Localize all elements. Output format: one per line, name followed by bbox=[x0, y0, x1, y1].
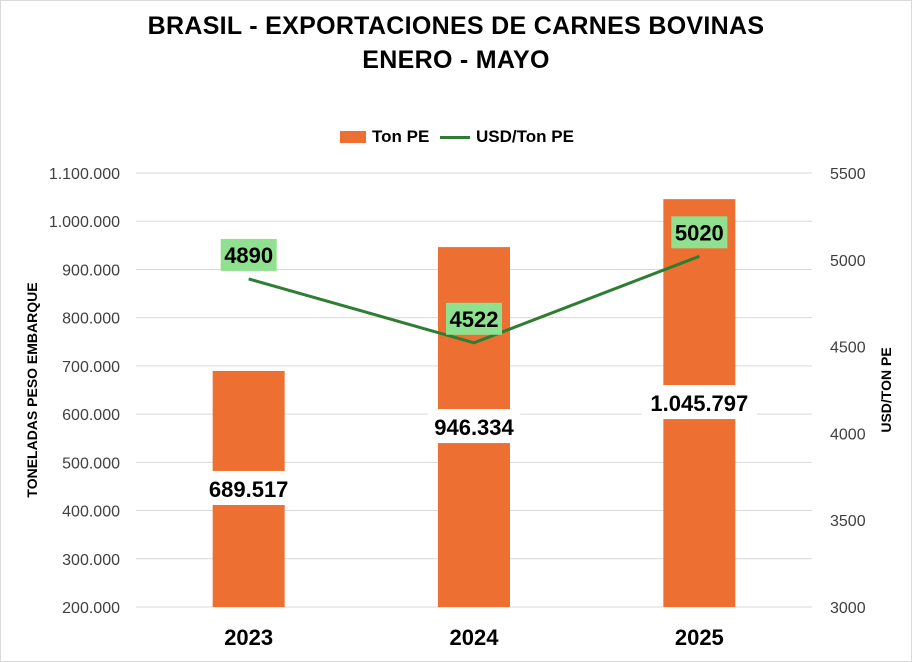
bar-data-label: 1.045.797 bbox=[650, 391, 748, 416]
chart-title: BRASIL - EXPORTACIONES DE CARNES BOVINAS bbox=[147, 12, 765, 40]
line-data-label: 4890 bbox=[224, 243, 273, 268]
y-tick-label: 700.000 bbox=[62, 359, 120, 376]
legend-item-ton-pe: Ton PE bbox=[340, 126, 429, 148]
y-tick-label: 400.000 bbox=[62, 504, 120, 521]
legend: Ton PE USD/Ton PE bbox=[0, 126, 912, 148]
legend-label-ton-pe: Ton PE bbox=[372, 127, 430, 146]
line-label-box bbox=[220, 238, 277, 271]
y-tick-label: 1.100.000 bbox=[49, 166, 120, 183]
x-tick-label: 2025 bbox=[675, 625, 724, 650]
x-tick-label: 2023 bbox=[224, 625, 273, 650]
y2-tick-label: 5000 bbox=[830, 253, 866, 270]
legend-swatch-bar bbox=[340, 131, 366, 143]
bar-label-box bbox=[641, 385, 758, 420]
legend-swatch-line bbox=[440, 135, 470, 139]
bar-data-label: 946.334 bbox=[434, 415, 514, 440]
line-data-label: 4522 bbox=[450, 307, 499, 332]
y-tick-label: 600.000 bbox=[62, 407, 120, 424]
x-tick-label: 2024 bbox=[450, 625, 500, 650]
y-tick-label: 200.000 bbox=[62, 600, 120, 617]
y2-tick-label: 3500 bbox=[830, 513, 866, 530]
legend-label-usd-ton-pe: USD/Ton PE bbox=[476, 127, 574, 146]
y-tick-label: 1.000.000 bbox=[49, 214, 120, 231]
y-tick-label: 300.000 bbox=[62, 552, 120, 569]
y-tick-label: 900.000 bbox=[62, 262, 120, 279]
line-data-label: 5020 bbox=[675, 220, 724, 245]
y2-tick-label: 4500 bbox=[830, 340, 866, 357]
line-label-box bbox=[671, 216, 728, 249]
y-tick-label: 500.000 bbox=[62, 455, 120, 472]
bar-label-box bbox=[202, 470, 295, 505]
bar-label-box bbox=[427, 409, 521, 444]
y2-tick-label: 4000 bbox=[830, 426, 866, 443]
y2-tick-label: 5500 bbox=[830, 166, 866, 183]
line-usd-ton-pe bbox=[248, 254, 700, 345]
bar-data-label: 689.517 bbox=[209, 477, 289, 502]
line-label-box bbox=[446, 302, 502, 335]
chart-subtitle: ENERO - MAYO bbox=[362, 46, 550, 74]
legend-item-usd-ton-pe: USD/Ton PE bbox=[440, 126, 574, 148]
y2-tick-label: 3000 bbox=[830, 600, 866, 617]
y-tick-label: 800.000 bbox=[62, 311, 120, 328]
